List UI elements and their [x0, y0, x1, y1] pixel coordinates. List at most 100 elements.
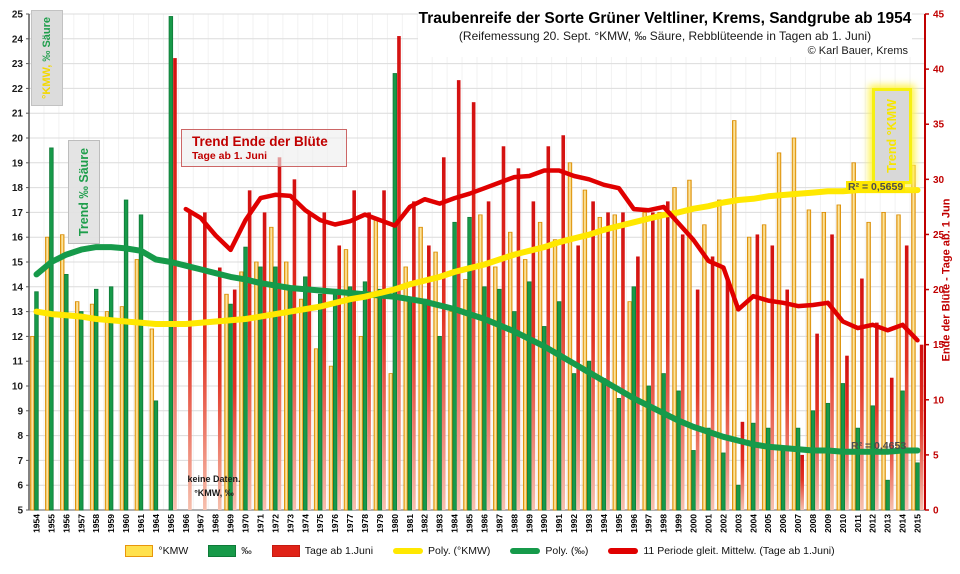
svg-text:1980: 1980: [390, 514, 400, 533]
svg-text:2002: 2002: [718, 514, 728, 533]
svg-text:1996: 1996: [629, 514, 639, 533]
svg-text:2000: 2000: [689, 514, 699, 533]
svg-text:1990: 1990: [539, 514, 549, 533]
trend-saure-label: Trend ‰ Säure: [68, 140, 100, 244]
svg-text:2014: 2014: [898, 514, 908, 533]
legend-swatch-box: [125, 545, 154, 557]
svg-text:2005: 2005: [763, 514, 773, 533]
no-data-note: keine Daten. °KMW, ‰: [187, 474, 241, 498]
legend-swatch-box: [208, 545, 237, 557]
svg-text:1972: 1972: [270, 514, 280, 533]
trend-bluete-title: Trend Ende der Blüte: [192, 134, 328, 149]
svg-text:2011: 2011: [853, 514, 863, 533]
svg-text:2007: 2007: [793, 514, 803, 533]
svg-text:1999: 1999: [674, 514, 684, 533]
svg-text:1986: 1986: [479, 514, 489, 533]
svg-text:1973: 1973: [285, 514, 295, 533]
trend-bluete-subtitle: Tage ab 1. Juni: [192, 150, 268, 162]
svg-text:22: 22: [12, 84, 24, 95]
svg-text:35: 35: [933, 120, 945, 131]
svg-text:2004: 2004: [748, 514, 758, 533]
svg-text:2006: 2006: [778, 514, 788, 533]
svg-text:24: 24: [12, 34, 24, 45]
svg-text:1969: 1969: [226, 514, 236, 533]
trend-kmw-label: Trend °KMW: [872, 88, 912, 184]
svg-text:19: 19: [12, 158, 24, 169]
svg-text:1957: 1957: [76, 514, 86, 533]
svg-text:1976: 1976: [330, 514, 340, 533]
svg-text:10: 10: [933, 395, 945, 406]
chart-title-block: Traubenreife der Sorte Grüner Veltliner,…: [418, 10, 912, 57]
svg-text:21: 21: [12, 109, 24, 120]
chart-legend: °KMW ‰ Tage ab 1.Juni Poly. (°KMW) Poly. (‰)…: [0, 545, 960, 557]
svg-text:45: 45: [933, 10, 945, 21]
svg-text:1994: 1994: [599, 514, 609, 533]
svg-text:0: 0: [933, 506, 939, 517]
svg-text:1959: 1959: [106, 514, 116, 533]
legend-label: Poly. (°KMW): [428, 545, 491, 557]
legend-swatch-line: [393, 548, 424, 554]
svg-text:1993: 1993: [584, 514, 594, 533]
svg-text:15: 15: [12, 258, 24, 269]
svg-text:9: 9: [17, 406, 23, 417]
svg-text:5: 5: [933, 450, 939, 461]
svg-text:1964: 1964: [151, 514, 161, 533]
left-axis-title-kmw: °KMW,: [41, 64, 53, 100]
svg-text:20: 20: [12, 134, 24, 145]
svg-text:1992: 1992: [569, 514, 579, 533]
svg-text:13: 13: [12, 307, 24, 318]
svg-text:20: 20: [933, 285, 945, 296]
svg-text:2001: 2001: [703, 514, 713, 533]
svg-text:30: 30: [933, 175, 945, 186]
svg-text:1991: 1991: [554, 514, 564, 533]
legend-label: Tage ab 1.Juni: [304, 545, 374, 557]
svg-text:1981: 1981: [405, 514, 415, 533]
svg-text:1988: 1988: [509, 514, 519, 533]
chart-subtitle: (Reifemessung 20. Sept. °KMW, ‰ Säure, R…: [458, 29, 872, 43]
chart-title: Traubenreife der Sorte Grüner Veltliner,…: [418, 10, 912, 27]
legend-swatch-line: [510, 548, 541, 554]
svg-text:17: 17: [12, 208, 24, 219]
chart-credit: © Karl Bauer, Krems: [807, 45, 908, 57]
svg-text:8: 8: [17, 431, 23, 442]
legend-swatch-box: [271, 545, 300, 557]
legend-label: ‰: [241, 545, 252, 557]
svg-text:1998: 1998: [659, 514, 669, 533]
legend-item-3: Poly. (°KMW): [393, 545, 490, 557]
svg-text:6: 6: [17, 481, 23, 492]
svg-text:25: 25: [12, 10, 24, 21]
svg-text:5: 5: [17, 506, 23, 517]
svg-text:1954: 1954: [31, 514, 41, 533]
svg-text:1956: 1956: [61, 514, 71, 533]
svg-text:1955: 1955: [46, 514, 56, 533]
svg-text:2012: 2012: [868, 514, 878, 533]
svg-text:1985: 1985: [465, 514, 475, 533]
svg-text:1971: 1971: [255, 514, 265, 533]
svg-text:1961: 1961: [136, 514, 146, 533]
svg-text:2013: 2013: [883, 514, 893, 533]
left-axis-title-saure: ‰ Säure: [41, 16, 53, 65]
legend-label: Poly. (‰): [545, 545, 589, 557]
legend-label: °KMW: [158, 545, 189, 557]
legend-item-0: °KMW: [125, 545, 188, 557]
svg-text:1968: 1968: [211, 514, 221, 533]
svg-text:1989: 1989: [524, 514, 534, 533]
legend-item-2: Tage ab 1.Juni: [271, 545, 374, 557]
svg-text:1997: 1997: [644, 514, 654, 533]
svg-text:1965: 1965: [166, 514, 176, 533]
svg-text:25: 25: [933, 230, 945, 241]
svg-text:1978: 1978: [360, 514, 370, 533]
svg-text:16: 16: [12, 233, 24, 244]
svg-text:1960: 1960: [121, 514, 131, 533]
svg-text:10: 10: [12, 382, 24, 393]
svg-text:2015: 2015: [913, 514, 923, 533]
r-squared-saure: R² = 0,4653: [851, 440, 907, 452]
svg-text:1966: 1966: [181, 514, 191, 533]
svg-text:40: 40: [933, 65, 945, 76]
svg-text:1982: 1982: [420, 514, 430, 533]
svg-text:1984: 1984: [450, 514, 460, 533]
svg-text:1987: 1987: [494, 514, 504, 533]
svg-text:23: 23: [12, 59, 24, 70]
